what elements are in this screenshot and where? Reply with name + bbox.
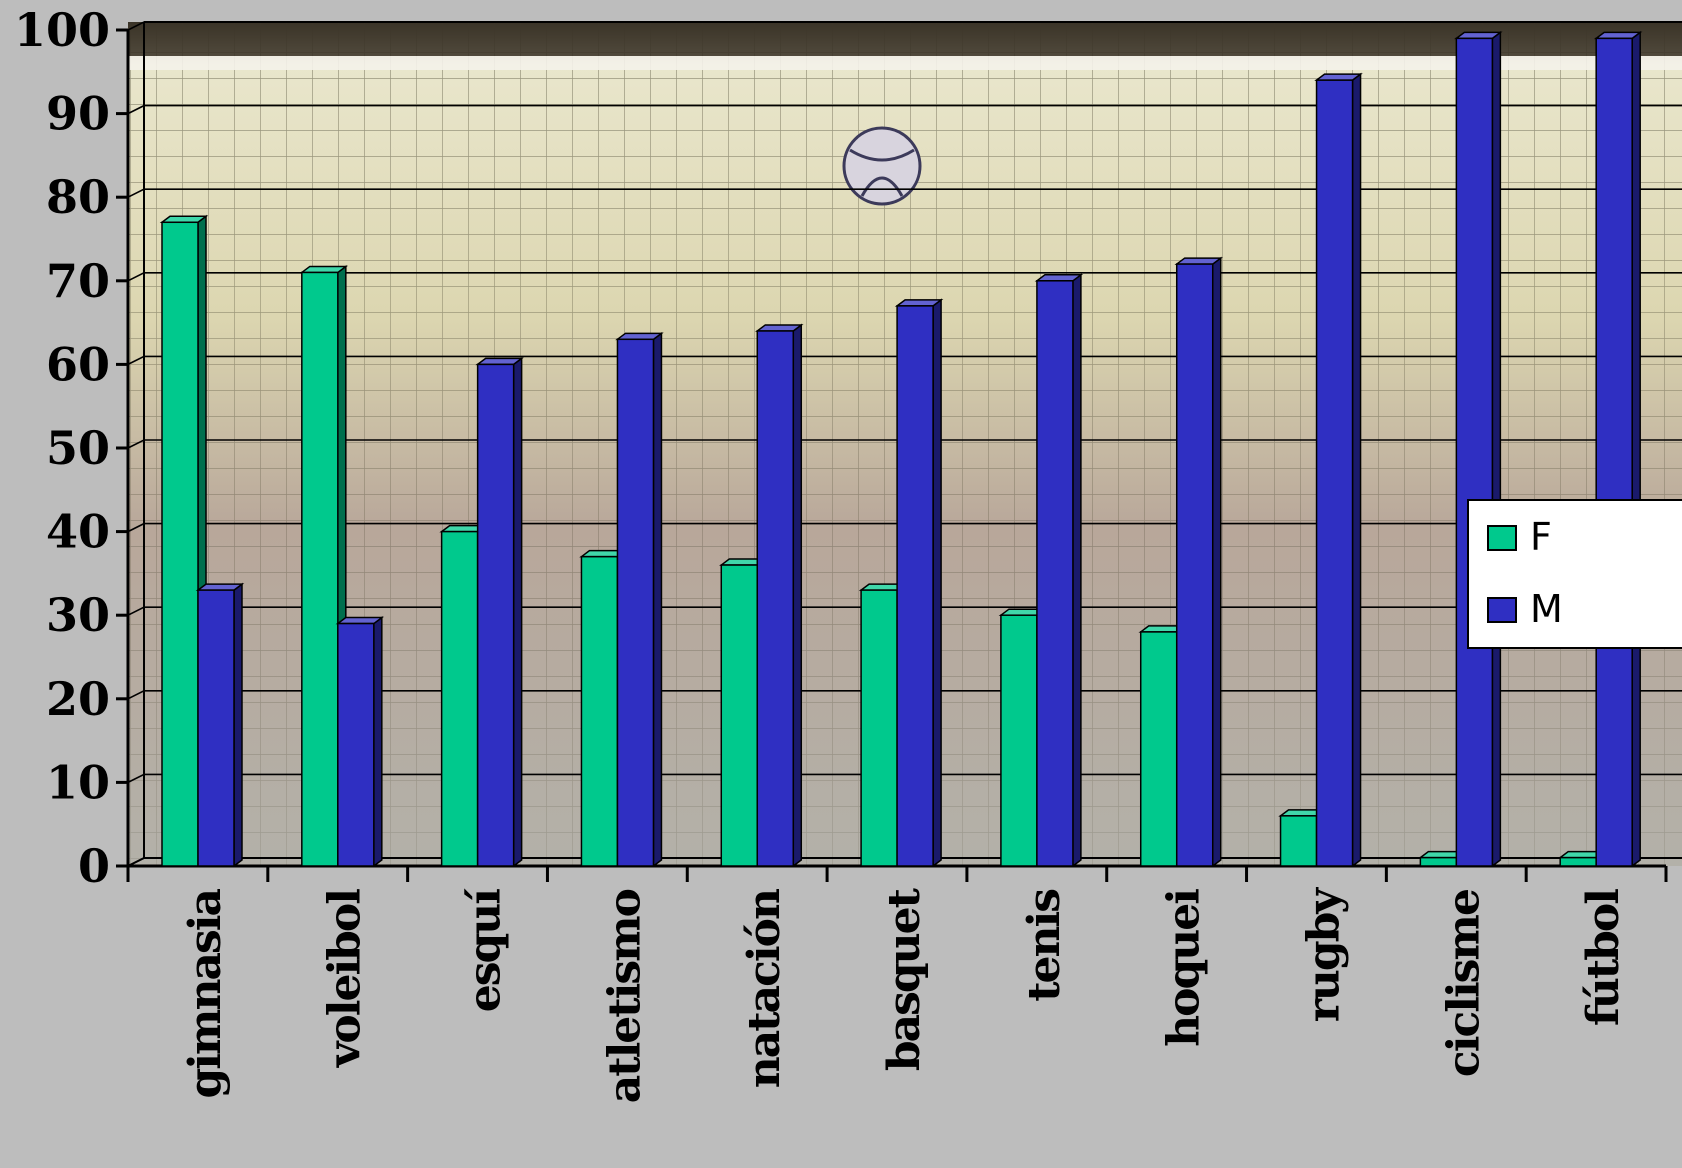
bar-front (197, 589, 235, 867)
bar-top (1314, 73, 1363, 81)
bar-m-atletismo (615, 331, 664, 868)
y-tick-label: 0 (78, 839, 110, 893)
bar-side (512, 356, 523, 868)
bar-top (335, 616, 385, 625)
floor-edge (127, 857, 145, 867)
bar-side (1631, 30, 1641, 868)
y-tick-label: 40 (46, 505, 110, 559)
bar-side (1491, 30, 1502, 868)
net-tape (128, 56, 1682, 70)
bar-side (932, 298, 942, 868)
legend: FM (1467, 499, 1682, 649)
bar-side (233, 582, 243, 868)
net-top-band (128, 22, 1682, 56)
x-tick-label: fútbol (1578, 889, 1629, 1026)
bar-top (615, 332, 664, 341)
x-tick-label: gimnasia (180, 889, 231, 1099)
x-tick-label: tenis (1019, 890, 1070, 1002)
bar-front (1036, 280, 1074, 867)
bar-top (1034, 274, 1084, 282)
y-tick-label: 60 (46, 337, 110, 391)
y-tick-label: 100 (14, 3, 110, 57)
bar-side (373, 616, 383, 868)
x-tick-label: atletismo (599, 889, 650, 1103)
bar-m-voleibol (335, 616, 385, 868)
x-tick-label: esquí (460, 888, 511, 1013)
x-tick-label: ciclisme (1438, 890, 1489, 1077)
x-tick-label: rugby (1298, 887, 1349, 1023)
bar-front (337, 622, 375, 867)
bar-front (161, 221, 199, 867)
ball-icon (842, 126, 922, 206)
bar-top (1174, 257, 1223, 265)
legend-label-m: M (1530, 587, 1563, 631)
bar-front (720, 564, 759, 867)
y-tick-label: 70 (46, 254, 110, 308)
x-tick-label: voleibol (320, 889, 371, 1068)
bar-front (1595, 37, 1633, 867)
bar-front (1559, 856, 1597, 867)
bar-m-fútbol (1593, 30, 1643, 868)
bar-m-ciclisme (1454, 30, 1503, 868)
y-tick-label: 10 (46, 755, 110, 809)
bar-front (580, 555, 619, 867)
bar-front (476, 363, 515, 867)
legend-label-f: F (1530, 515, 1552, 559)
x-tick-label: basquet (879, 887, 930, 1071)
bar-side (1211, 256, 1222, 868)
bar-top (159, 215, 209, 224)
bar-top (755, 324, 804, 332)
bar-side (1351, 72, 1362, 868)
bar-m-hoquei (1174, 256, 1223, 868)
bar-front (616, 338, 655, 867)
x-tick-labels: gimnasia voleibol esquí atletismo natación ba… (180, 887, 1629, 1104)
bar-front (1419, 856, 1458, 867)
y-tick-label: 50 (46, 421, 110, 475)
bar-front (1000, 614, 1038, 867)
bars (159, 30, 1643, 868)
bar-front (860, 589, 898, 867)
bar-top (195, 583, 245, 591)
y-tick-label: 30 (46, 588, 110, 642)
y-tick-labels: 0 10 20 30 40 50 60 70 80 90 100 (14, 3, 110, 893)
x-tick-label: natación (739, 889, 790, 1088)
x-tick-label: hoquei (1159, 889, 1210, 1047)
bar-side (1072, 273, 1082, 868)
legend-swatch-m (1487, 597, 1517, 623)
legend-swatch-f (1487, 525, 1517, 551)
bar-top (1454, 31, 1503, 40)
bar-m-basquet (894, 298, 944, 868)
bar-f-voleibol (299, 264, 349, 868)
bar-m-natación (755, 323, 804, 868)
bar-front (1175, 263, 1214, 867)
y-tick-label: 20 (46, 672, 110, 726)
bar-top (299, 265, 349, 274)
bar-f-rugby (1278, 808, 1327, 868)
bar-top (475, 357, 524, 366)
bar-front (1315, 79, 1354, 867)
bar-front (1279, 815, 1318, 867)
bar-side (652, 331, 663, 868)
bar-side (792, 323, 803, 868)
bar-m-rugby (1314, 72, 1363, 868)
legend-box (1467, 499, 1682, 649)
bar-top (1593, 31, 1643, 40)
bar-m-gimnasia (195, 582, 245, 868)
bar-front (896, 305, 934, 867)
ball-seams-icon (849, 148, 915, 197)
y-tick-label: 90 (46, 87, 110, 141)
bar-front (756, 330, 795, 867)
y-tick-label: 80 (46, 170, 110, 224)
bar-m-tenis (1034, 273, 1084, 868)
bar-front (1455, 37, 1494, 867)
bar-top (894, 299, 944, 307)
bar-front (440, 530, 479, 867)
bar-front (301, 271, 339, 867)
bar-front (1139, 631, 1178, 867)
bar-m-esquí (475, 356, 524, 868)
